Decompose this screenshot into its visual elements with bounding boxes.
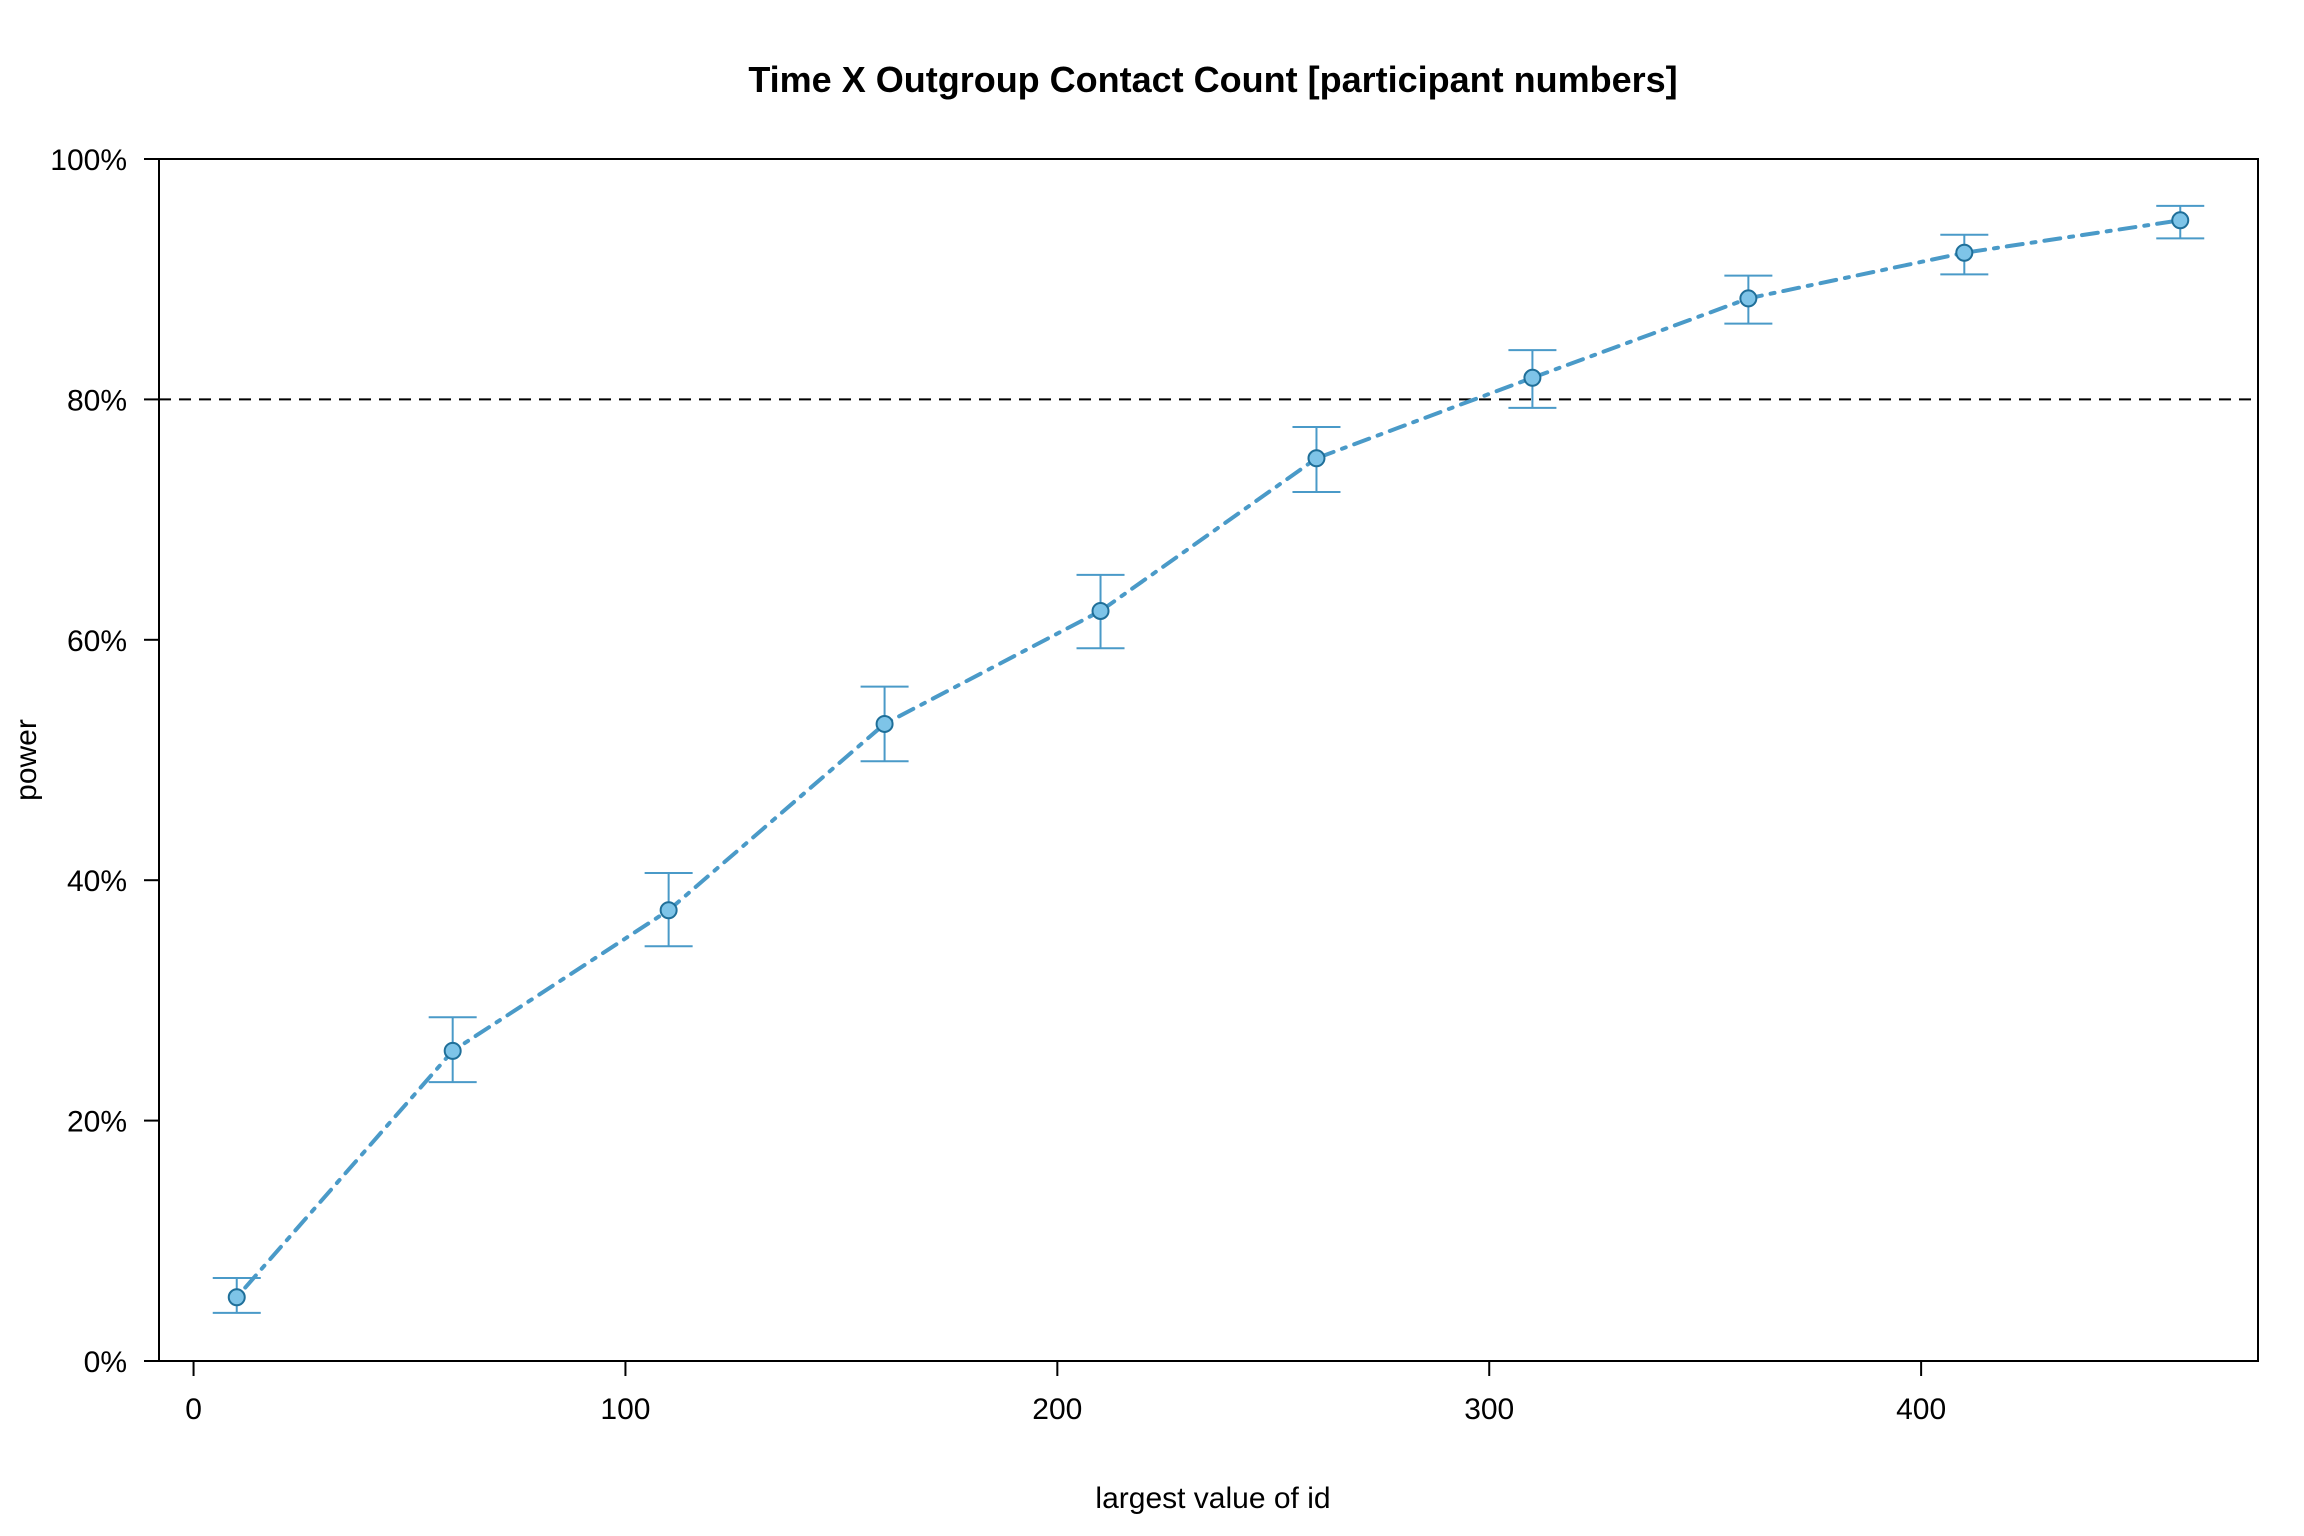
data-point <box>1739 289 1758 308</box>
data-point <box>227 1288 246 1307</box>
plot-area: 0% 20% 40% 60% 80% 100% 0 100 200 300 400 <box>50 144 2259 1426</box>
data-point <box>1523 368 1542 387</box>
y-axis-label: power <box>10 719 43 801</box>
data-point <box>1307 449 1326 468</box>
data-point <box>443 1041 462 1060</box>
y-tick-label: 80% <box>67 384 127 417</box>
x-tick-label: 100 <box>600 1393 650 1426</box>
data-point <box>2171 211 2190 230</box>
x-tick-label: 200 <box>1032 1393 1082 1426</box>
data-point <box>659 901 678 920</box>
x-tick-label: 300 <box>1464 1393 1514 1426</box>
plot-frame <box>158 158 2259 1362</box>
y-tick-label: 100% <box>50 144 127 177</box>
series-line <box>234 218 2183 1300</box>
data-point <box>1955 243 1974 262</box>
x-tick-label: 0 <box>185 1393 202 1426</box>
chart-title: Time X Outgroup Contact Count [participa… <box>748 59 1677 100</box>
y-tick-label: 0% <box>84 1346 127 1379</box>
y-tick-label: 60% <box>67 625 127 658</box>
y-tick-label: 20% <box>67 1106 127 1139</box>
x-axis-label: largest value of id <box>1095 1482 1330 1515</box>
x-tick-label: 400 <box>1896 1393 1946 1426</box>
data-point <box>1091 601 1110 620</box>
data-point <box>875 714 894 733</box>
y-tick-label: 40% <box>67 865 127 898</box>
